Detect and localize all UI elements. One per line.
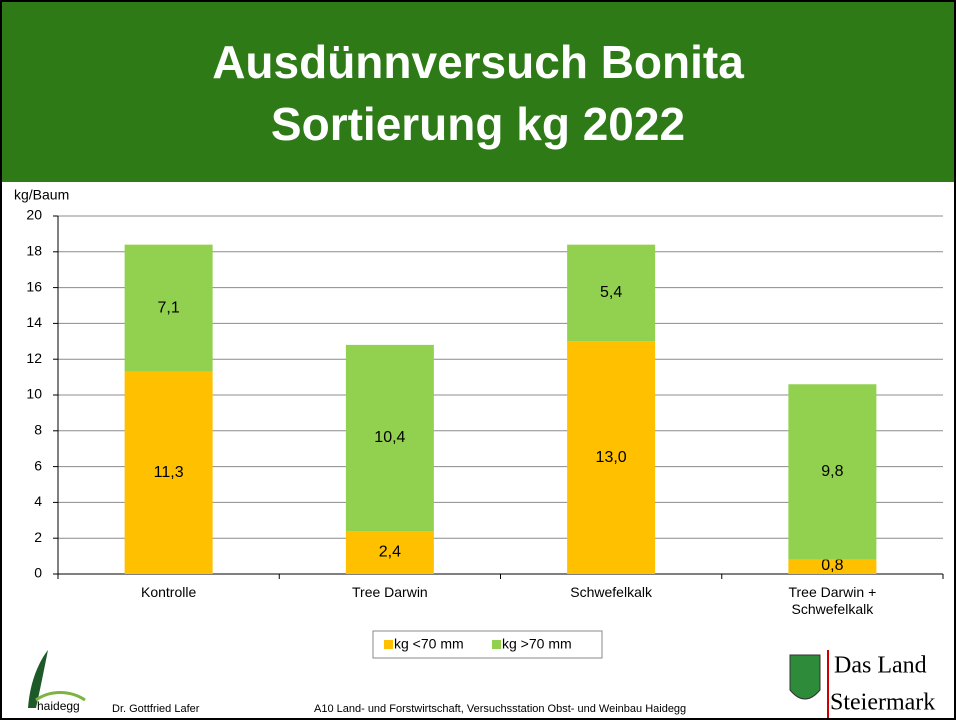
slide: Ausdünnversuch Bonita Sortierung kg 2022… [0, 0, 956, 720]
header-band [0, 0, 956, 182]
brand-text: Steiermark [830, 690, 935, 716]
y-tick-label: 2 [34, 529, 42, 545]
y-tick-label: 16 [26, 278, 42, 294]
data-label: 0,8 [821, 557, 843, 574]
author: Dr. Gottfried Lafer [112, 703, 200, 715]
data-label: 11,3 [154, 464, 184, 481]
y-tick-label: 4 [34, 493, 42, 509]
data-label: 9,8 [821, 463, 843, 480]
legend-label: kg >70 mm [502, 636, 572, 652]
x-tick-label: Kontrolle [94, 584, 244, 601]
y-axis-label: kg/Baum [14, 187, 69, 203]
legend-label: kg <70 mm [394, 636, 464, 652]
data-label: 5,4 [600, 284, 622, 301]
x-tick-label: Tree Darwin + Schwefelkalk [777, 584, 887, 618]
y-tick-label: 20 [26, 207, 42, 223]
x-tick-label: Schwefelkalk [536, 584, 686, 601]
coat-of-arms [790, 655, 820, 699]
institution: A10 Land- und Forstwirtschaft, Versuchss… [314, 703, 686, 715]
y-tick-label: 10 [26, 386, 42, 402]
y-tick-label: 0 [34, 565, 42, 581]
legend-swatch [384, 640, 393, 649]
legend-swatch [492, 640, 501, 649]
brand-text: Das Land [834, 653, 927, 679]
y-tick-label: 12 [26, 350, 42, 366]
y-tick-label: 18 [26, 243, 42, 259]
y-tick-label: 6 [34, 457, 42, 473]
logo-text: haidegg [37, 699, 80, 713]
title-line: Sortierung kg 2022 [271, 98, 685, 150]
data-label: 2,4 [379, 544, 401, 561]
data-label: 10,4 [374, 429, 405, 446]
data-label: 13,0 [596, 449, 627, 466]
title-line: Ausdünnversuch Bonita [212, 36, 744, 88]
y-tick-label: 14 [26, 314, 42, 330]
data-label: 7,1 [158, 299, 180, 316]
x-tick-label: Tree Darwin [315, 584, 465, 601]
y-tick-label: 8 [34, 422, 42, 438]
